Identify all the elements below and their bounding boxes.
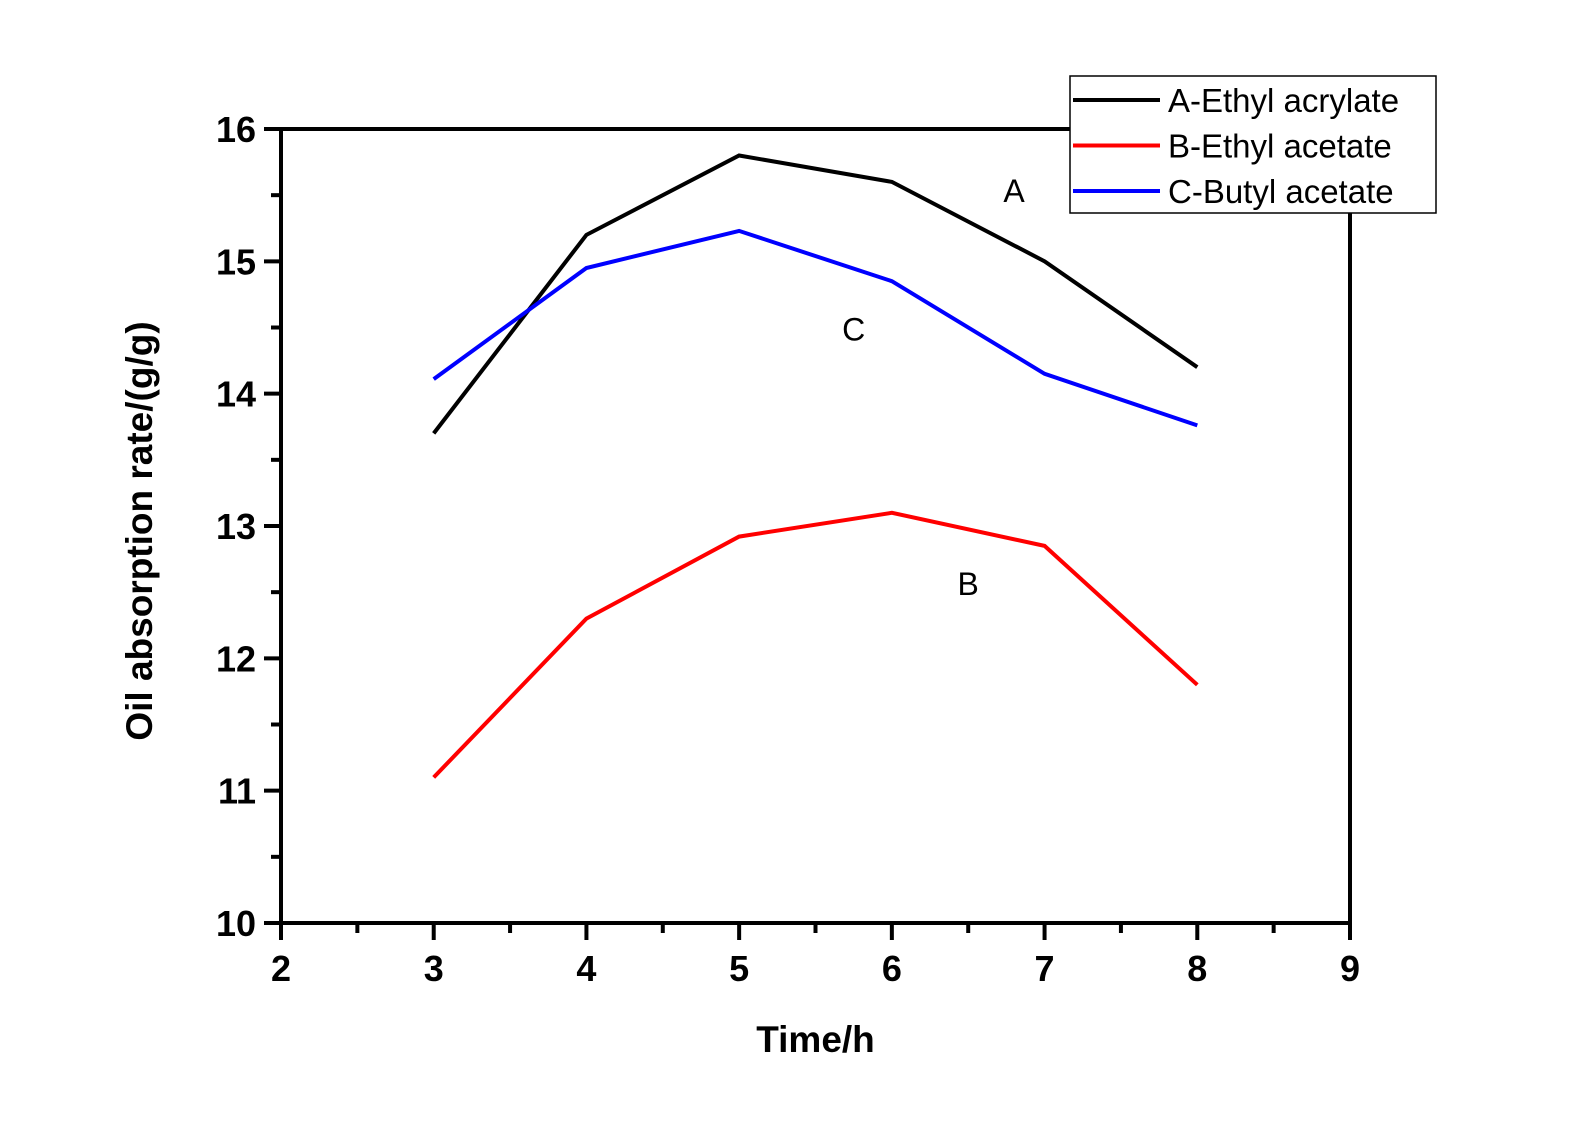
x-axis-title: Time/h	[756, 1019, 875, 1060]
y-tick-label: 16	[216, 109, 256, 150]
x-tick-label: 6	[882, 948, 902, 989]
y-tick-label: 11	[218, 771, 256, 812]
annotation-label: A	[1003, 173, 1025, 209]
legend-label: C-Butyl acetate	[1168, 173, 1394, 210]
legend: A-Ethyl acrylate B-Ethyl acetate C-Butyl a…	[1069, 75, 1437, 214]
x-tick-label: 4	[576, 948, 596, 989]
series-line-b	[432, 510, 1199, 779]
x-tick-label: 5	[729, 948, 749, 989]
y-tick-label: 15	[216, 241, 256, 282]
y-axis-title: Oil absorption rate/(g/g)	[119, 321, 160, 740]
x-tick-label: 2	[271, 948, 291, 989]
series-layer	[432, 153, 1199, 779]
series-line-a	[432, 153, 1199, 435]
x-axis-ticks: 2 3 4 5 6 7 8 9	[271, 923, 1360, 989]
annotation-label: B	[958, 566, 979, 602]
legend-label: B-Ethyl acetate	[1168, 128, 1392, 165]
annotation-layer: A C B	[842, 173, 1025, 602]
y-tick-label: 10	[216, 903, 256, 944]
y-axis-ticks: 10 11 12 13 14 15 16	[216, 109, 281, 944]
series-line-c	[432, 228, 1198, 428]
x-tick-label: 3	[424, 948, 444, 989]
x-tick-label: 7	[1035, 948, 1055, 989]
legend-label: A-Ethyl acrylate	[1168, 82, 1399, 119]
x-tick-label: 9	[1340, 948, 1360, 989]
y-tick-label: 12	[216, 638, 256, 679]
y-tick-label: 13	[216, 506, 256, 547]
y-tick-label: 14	[216, 374, 256, 415]
annotation-label: C	[842, 312, 865, 348]
x-tick-label: 8	[1187, 948, 1207, 989]
